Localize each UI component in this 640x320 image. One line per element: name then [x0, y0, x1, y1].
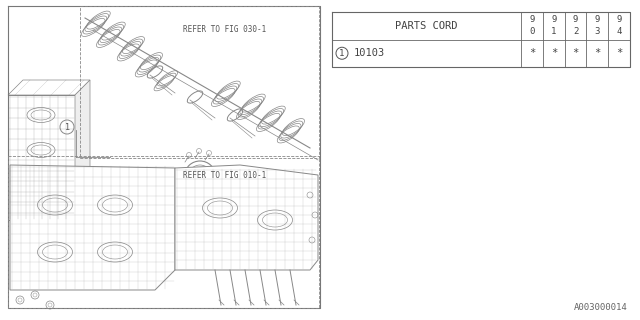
Text: PARTS CORD: PARTS CORD: [396, 21, 458, 31]
Text: 10103: 10103: [354, 48, 385, 58]
Text: *: *: [594, 48, 600, 58]
Polygon shape: [75, 80, 90, 220]
Text: 1: 1: [65, 123, 70, 132]
Text: REFER TO FIG 010-1: REFER TO FIG 010-1: [184, 171, 267, 180]
Text: 3: 3: [595, 27, 600, 36]
Text: 9: 9: [616, 15, 622, 24]
Text: A003000014: A003000014: [574, 303, 628, 312]
Text: 9: 9: [529, 15, 534, 24]
Text: 4: 4: [616, 27, 622, 36]
Text: 9: 9: [573, 15, 578, 24]
Polygon shape: [175, 165, 318, 270]
Text: 1: 1: [339, 49, 345, 58]
Text: 9: 9: [551, 15, 556, 24]
Polygon shape: [10, 165, 175, 290]
Text: 1: 1: [551, 27, 556, 36]
Polygon shape: [8, 95, 75, 220]
Text: 0: 0: [529, 27, 534, 36]
Text: 2: 2: [573, 27, 578, 36]
Polygon shape: [8, 80, 90, 95]
Text: *: *: [616, 48, 622, 58]
Text: *: *: [550, 48, 557, 58]
Text: 9: 9: [595, 15, 600, 24]
Text: *: *: [529, 48, 535, 58]
Text: REFER TO FIG 030-1: REFER TO FIG 030-1: [184, 26, 267, 35]
Text: *: *: [572, 48, 579, 58]
